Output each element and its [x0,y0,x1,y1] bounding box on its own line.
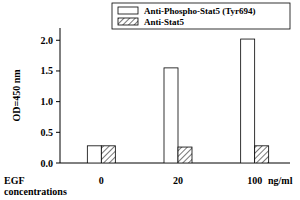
y-tick [56,132,60,133]
chart: 0.0 0.5 1.0 1.5 2.0 0 20 100 OD=450 nm EGFconcent… [0,0,300,200]
legend-swatch [118,7,138,14]
y-tick [56,40,60,41]
legend: Anti-Phospho-Stat5 (Tyr694)Anti-Stat5 [112,3,290,29]
y-axis [60,28,61,163]
legend-label: Anti-Phospho-Stat5 (Tyr694) [144,6,256,16]
y-tick-label: 2.0 [41,35,54,46]
x-tick-label: 20 [173,175,183,186]
y-tick-label: 0.0 [41,158,54,169]
x-tick-label: 0 [99,175,104,186]
y-tick [56,101,60,102]
legend-label: Anti-Stat5 [144,17,184,27]
y-tick [56,70,60,71]
x-tick-label: 100 [247,175,262,186]
bar [164,68,178,163]
legend-box [112,3,290,29]
x-axis-label: EGFconcentrations [4,175,67,197]
y-tick-label: 0.5 [41,127,54,138]
y-tick-label: 1.5 [41,65,54,76]
y-tick-label: 1.0 [41,96,54,107]
bars [87,39,268,163]
y-tick [56,163,60,164]
bar [101,146,115,163]
bar [241,39,255,163]
bar [87,146,101,163]
annotation: ng/ml [268,175,293,186]
legend-swatch [118,18,138,25]
bar [178,147,192,163]
bar [255,146,269,163]
y-axis-label: OD=450 nm [11,69,22,122]
